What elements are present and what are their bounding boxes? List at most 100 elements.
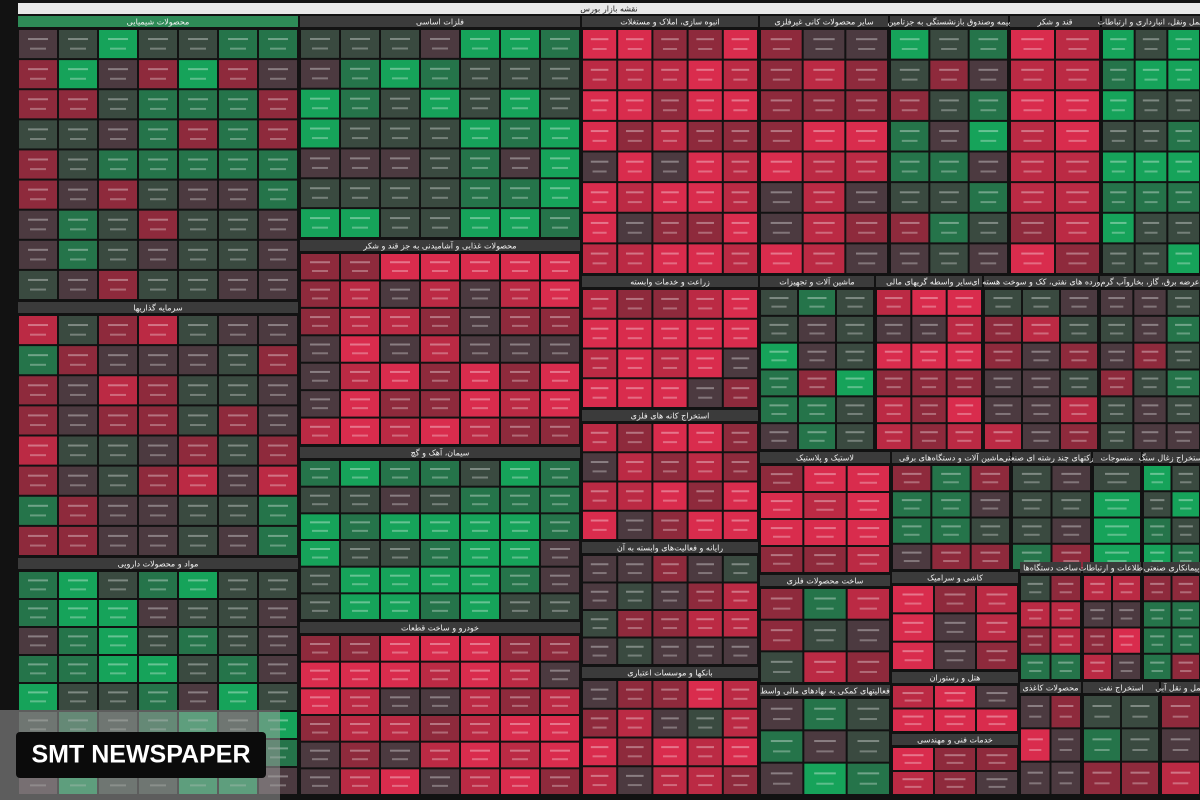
stock-cell-value-bar	[472, 137, 488, 140]
stock-cell-value-bar	[270, 616, 286, 619]
stock-cell	[761, 30, 802, 59]
stock-cell-value-bar	[270, 258, 286, 261]
stock-cell-value-bar	[1029, 643, 1042, 646]
stock-cell-value-bar	[980, 262, 997, 265]
stock-cell-label-bar	[68, 188, 88, 191]
stock-cell	[618, 379, 652, 407]
stock-cell-label-bar	[1066, 130, 1089, 133]
stock-cell	[259, 466, 297, 495]
stock-cell	[688, 424, 722, 452]
stock-cell-label-bar	[696, 130, 714, 133]
stock-cell-label-bar	[884, 323, 903, 326]
stock-cell-value-bar	[859, 508, 877, 511]
stock-cell-label-bar	[857, 660, 880, 663]
stock-cell	[893, 492, 931, 517]
stock-cell-label-bar	[955, 297, 974, 300]
stock-cell-value-bar	[472, 47, 488, 50]
stock-cell-value-bar	[943, 507, 959, 510]
stock-cell	[618, 453, 652, 481]
stock-cell	[59, 240, 97, 269]
stock-cell	[1172, 466, 1199, 491]
stock-cell-value-bar	[627, 231, 642, 234]
stock-cell	[583, 556, 617, 582]
stock-cell	[461, 30, 499, 58]
stock-cell-value-bar	[1068, 201, 1087, 204]
stock-cell	[19, 90, 57, 119]
sector-title: سایر محصولات کانی غیرفلزی	[774, 18, 874, 27]
stock-cell-label-bar	[268, 635, 288, 638]
stock-cell-label-bar	[510, 494, 530, 497]
stock-cell-value-bar	[815, 170, 833, 173]
stock-cell-label-bar	[510, 776, 530, 779]
stock-cell-label-bar	[268, 607, 288, 610]
stock-cell-label-bar	[550, 288, 570, 291]
stock-cell-value-bar	[70, 288, 86, 291]
stock-cell	[259, 656, 297, 682]
stock-cell	[653, 183, 687, 212]
stock-cell-value-bar	[1177, 170, 1191, 173]
stock-cell-label-bar	[550, 548, 570, 550]
sector: محصولات غذایی و آشامیدنی به جز قند و شکر	[300, 240, 580, 444]
stock-cell-value-bar	[1111, 201, 1125, 204]
stock-cell-value-bar	[809, 386, 825, 389]
stock-cell-value-bar	[30, 107, 46, 110]
stock-cell	[985, 424, 1021, 449]
stock-cell-value-bar	[432, 107, 448, 110]
stock-cell	[1084, 654, 1111, 679]
stock-cell-label-bar	[1178, 635, 1193, 638]
stock-cell	[19, 180, 57, 209]
stock-cell-value-bar	[733, 726, 748, 729]
stock-cell-value-bar	[698, 366, 713, 369]
stock-cell-label-bar	[188, 128, 208, 131]
stock-cell	[1144, 518, 1171, 543]
sector-title: ساخت دستگاه‌ها	[1023, 563, 1078, 573]
stock-cell-value-bar	[352, 270, 368, 273]
stock-cell	[541, 716, 579, 741]
stock-cell	[301, 461, 339, 486]
stock-cell-label-bar	[901, 472, 922, 475]
stock-cell-value-bar	[150, 258, 166, 261]
stock-cell	[259, 270, 297, 299]
stock-cell	[803, 30, 845, 59]
stock-cell	[893, 642, 933, 669]
stock-cell-label-bar	[28, 607, 48, 610]
stock-cell	[837, 397, 873, 423]
stock-cell-value-bar	[1091, 617, 1104, 620]
stock-cell-label-bar	[430, 288, 450, 291]
stock-cell	[461, 254, 499, 280]
stock-cell	[341, 769, 379, 794]
stock-cell-value-bar	[270, 288, 286, 291]
stock-cell-value-bar	[432, 407, 448, 410]
stock-cell-value-bar	[1029, 591, 1042, 594]
stock-cell	[618, 183, 652, 212]
stock-cell	[421, 209, 459, 237]
stock-cell-value-bar	[190, 363, 206, 366]
stock-cell-value-bar	[662, 307, 678, 310]
stock-cell	[761, 244, 802, 273]
stock-cell-value-bar	[662, 697, 678, 700]
stock-cell-value-bar	[1111, 170, 1125, 173]
stock-cell	[501, 662, 539, 688]
stock-cell	[139, 316, 177, 345]
stock-cell-value-bar	[858, 201, 876, 204]
stock-cell	[541, 418, 579, 444]
stock-cell-label-bar	[28, 691, 48, 694]
stock-cell	[930, 121, 968, 151]
stock-cell-label-bar	[626, 327, 644, 330]
stock-cell	[99, 526, 137, 555]
stock-cell-value-bar	[1023, 560, 1040, 563]
stock-cell-label-bar	[856, 191, 878, 194]
stock-cell	[541, 567, 579, 593]
stock-cell-label-bar	[430, 749, 450, 752]
stock-cell	[501, 541, 539, 566]
sector-title: استخراج زغال سنگ	[1139, 453, 1200, 463]
stock-cell-value-bar	[432, 226, 448, 229]
stock-cell-label-bar	[148, 188, 168, 191]
stock-cell	[59, 656, 97, 682]
stock-cell	[341, 179, 379, 208]
stock-cell-label-bar	[978, 160, 999, 163]
stock-cell-label-bar	[770, 597, 793, 600]
sector: فراورده های نفتی، کک و سوخت هسته ای	[971, 276, 1111, 449]
stock-cell-label-bar	[661, 191, 679, 194]
stock-cell	[461, 391, 499, 417]
